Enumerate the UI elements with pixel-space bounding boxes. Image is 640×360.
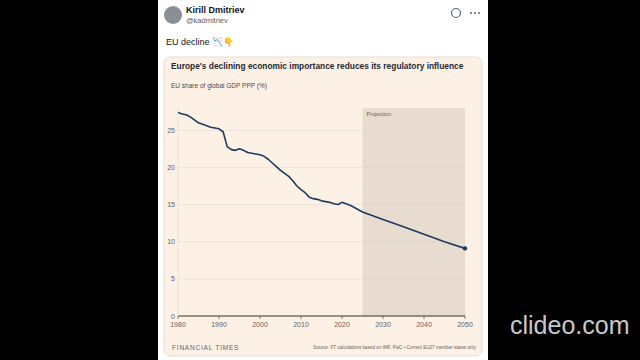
icon-sync bbox=[452, 9, 461, 18]
y-tick-label: 20 bbox=[167, 164, 175, 171]
x-tick-label: 2010 bbox=[293, 321, 309, 328]
grid-line bbox=[178, 204, 465, 205]
grid-line bbox=[178, 278, 465, 279]
grid-line bbox=[178, 316, 465, 317]
x-tick bbox=[260, 316, 261, 319]
x-tick bbox=[178, 316, 179, 319]
projection-band bbox=[363, 108, 466, 316]
source: Source: FT calculations based on IMF, Pw… bbox=[313, 345, 476, 350]
grid-line bbox=[178, 241, 465, 242]
x-tick bbox=[342, 316, 343, 319]
y-tick-label: 10 bbox=[167, 238, 175, 245]
author: Kirill Dmitriev bbox=[186, 5, 245, 15]
x-tick-label: 1980 bbox=[170, 321, 186, 328]
x-tick bbox=[219, 316, 220, 319]
x-tick bbox=[424, 316, 425, 319]
x-tick-label: 2020 bbox=[334, 321, 350, 328]
x-tick-label: 2040 bbox=[416, 321, 432, 328]
y-tick-label: 15 bbox=[167, 201, 175, 208]
subtitle: EU share of global GDP PPP (%) bbox=[171, 82, 267, 90]
x-tick bbox=[465, 316, 466, 319]
x-tick bbox=[301, 316, 302, 319]
icon-more bbox=[470, 12, 472, 14]
x-tick-label: 2030 bbox=[375, 321, 391, 328]
x-tick-label: 1990 bbox=[211, 321, 227, 328]
page: Kirill Dmitriev@kadmitriev EU decline 📉👇 E… bbox=[0, 0, 640, 360]
projection-label: Projection bbox=[367, 111, 391, 117]
chart-card bbox=[164, 57, 482, 356]
x-tick-label: 2000 bbox=[252, 321, 268, 328]
x-tick bbox=[383, 316, 384, 319]
x-tick-label: 2050 bbox=[457, 321, 473, 328]
handle: @kadmitriev bbox=[186, 16, 228, 25]
end-point bbox=[463, 246, 467, 250]
publisher: FINANCIAL TIMES bbox=[172, 344, 239, 351]
plot-area bbox=[178, 112, 465, 248]
y-tick-label: 0 bbox=[171, 313, 175, 320]
y-tick-label: 25 bbox=[167, 127, 175, 134]
icon-more bbox=[474, 12, 476, 14]
avatar bbox=[164, 6, 182, 24]
title: Europe's declining economic importance r… bbox=[171, 61, 464, 71]
icon-more bbox=[478, 12, 480, 14]
post-text: EU decline 📉👇 bbox=[166, 36, 234, 48]
y-axis-line bbox=[178, 108, 179, 316]
grid-line bbox=[178, 167, 465, 168]
post-panel bbox=[158, 0, 488, 360]
y-tick-label: 5 bbox=[171, 275, 175, 282]
line-series bbox=[178, 112, 465, 248]
watermark: clideo.com bbox=[510, 311, 630, 339]
